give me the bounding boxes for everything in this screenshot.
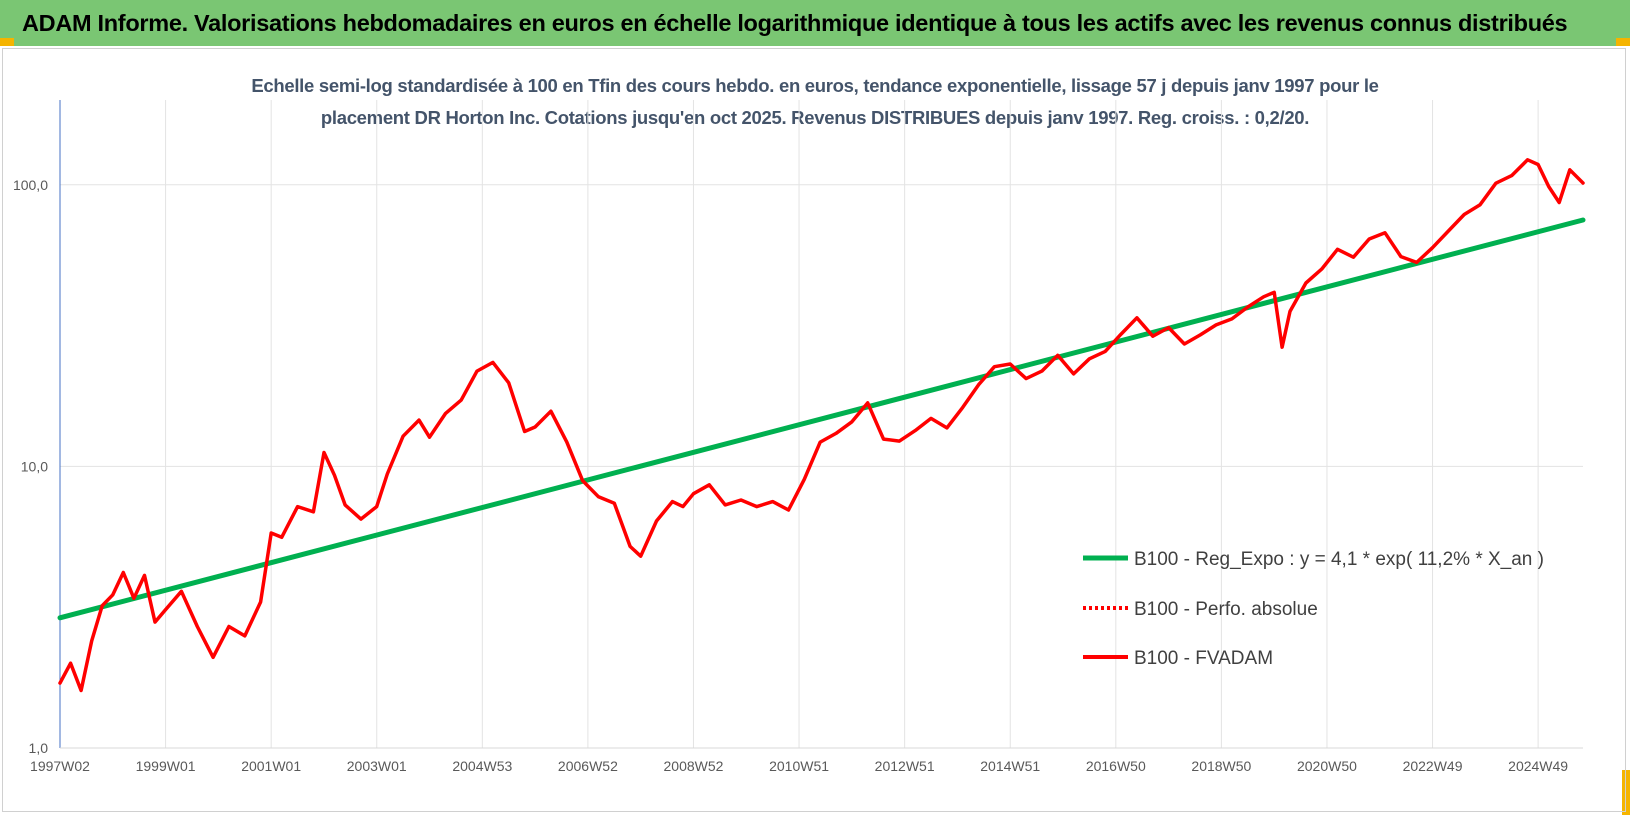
chart-area — [2, 48, 1626, 812]
grid-lines — [60, 100, 1583, 748]
x-tick-label: 2003W01 — [347, 758, 407, 774]
x-tick-label: 2008W52 — [664, 758, 724, 774]
tick-labels: 1997W02 1999W01 2001W01 2003W01 2004W53 2006W… — [13, 177, 1568, 774]
x-tick-label: 2010W51 — [769, 758, 829, 774]
legend-label: B100 - FVADAM — [1134, 648, 1273, 669]
report-banner: ADAM Informe. Valorisations hebdomadaire… — [0, 0, 1630, 46]
x-tick-label: 2020W50 — [1297, 758, 1357, 774]
x-tick-label: 2014W51 — [980, 758, 1040, 774]
series-lines — [57, 158, 1586, 693]
x-tick-label: 1997W02 — [30, 758, 90, 774]
y-tick-label: 1,0 — [29, 740, 49, 756]
series-line-reg-expo — [57, 217, 1586, 621]
y-tick-label: 100,0 — [13, 177, 48, 193]
corner-marker-bottom-right — [1622, 770, 1630, 815]
legend: B100 - Reg_Expo : y = 4,1 * exp( 11,2% *… — [1083, 549, 1544, 669]
x-tick-label: 2024W49 — [1508, 758, 1568, 774]
series-line-fvadam — [58, 158, 1585, 693]
x-tick-label: 2022W49 — [1403, 758, 1463, 774]
x-tick-label: 2006W52 — [558, 758, 618, 774]
y-tick-label: 10,0 — [21, 458, 48, 474]
report-banner-title: ADAM Informe. Valorisations hebdomadaire… — [22, 9, 1568, 36]
legend-label: B100 - Perfo. absolue — [1134, 599, 1318, 620]
x-tick-label: 2004W53 — [452, 758, 512, 774]
corner-marker-right — [1616, 38, 1630, 46]
x-tick-label: 2016W50 — [1086, 758, 1146, 774]
axes — [59, 100, 1583, 749]
legend-label: B100 - Reg_Expo : y = 4,1 * exp( 11,2% *… — [1134, 549, 1544, 570]
x-tick-label: 2012W51 — [875, 758, 935, 774]
corner-marker-left — [0, 38, 14, 46]
chart-title-line-2: placement DR Horton Inc. Cotations jusqu… — [320, 107, 1310, 128]
chart-title-line-1: Echelle semi-log standardisée à 100 en T… — [251, 75, 1379, 96]
x-tick-label: 2018W50 — [1191, 758, 1251, 774]
x-tick-label: 1999W01 — [136, 758, 196, 774]
chart-title: Echelle semi-log standardisée à 100 en T… — [190, 70, 1440, 134]
x-tick-label: 2001W01 — [241, 758, 301, 774]
